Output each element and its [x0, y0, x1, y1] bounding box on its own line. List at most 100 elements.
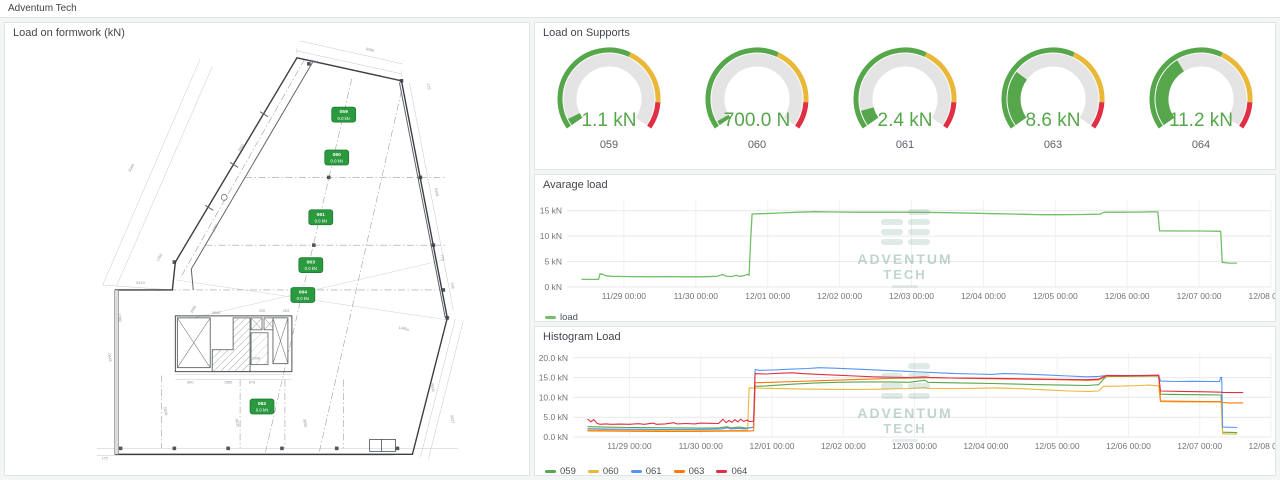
panel-average-load: Avarage load ADVENTUM TECH 0 kN 5 kN 10 kN… — [534, 174, 1276, 322]
dimension-label: 5040 — [128, 163, 136, 172]
grid-intersection-marker — [312, 243, 316, 247]
dimension-label: 5650 — [302, 419, 307, 428]
panel-load-on-supports: Load on Supports 1.1 kN 059 700.0 N 060 2.4 … — [534, 22, 1276, 170]
x-axis-tick-label: 11/29 00:00 — [607, 441, 652, 451]
load-marker-value: 0.0 kN — [256, 408, 268, 413]
plan-left-wall — [114, 289, 119, 455]
dimension-label: 7800 — [237, 143, 245, 152]
dimension-label: 545 — [450, 282, 455, 289]
legend-item-load[interactable]: load — [545, 311, 578, 322]
plan-dimension-labels: 2590 9086 275 5409 775 545 7800 5040 3050 1350 541… — [101, 47, 454, 460]
gauge-label: 060 — [747, 139, 767, 151]
gauge-value-text: 700.0 N — [724, 110, 791, 131]
plan-grid-lines — [115, 58, 448, 455]
legend-item-059[interactable]: 059 — [545, 466, 576, 475]
dimension-label: 2590 — [310, 59, 319, 65]
gauge-arc: 11.2 kN — [1149, 47, 1253, 131]
average-load-chart: 0 kN 5 kN 10 kN 15 kN 11/29 00:00 11/30 00:00… — [540, 201, 1276, 301]
dimension-label: 775 — [440, 254, 445, 261]
legend-item-061[interactable]: 061 — [630, 466, 662, 475]
load-marker-value: 0.0 kN — [315, 218, 327, 223]
y-axis-tick-label: 15 kN — [540, 206, 562, 216]
legend-item-064[interactable]: 064 — [716, 466, 747, 475]
dimension-label: 8500 — [430, 383, 435, 392]
dashboard-title: Adventum Tech — [8, 3, 77, 14]
panel-title[interactable]: Avarage load — [543, 179, 608, 191]
gauge-arc: 2.4 kN — [853, 47, 957, 131]
dimension-label: 200 — [259, 309, 265, 313]
average-load-legend: load — [535, 311, 1275, 322]
load-marker-id: 062 — [258, 401, 267, 407]
gauge-059: 1.1 kN 059 — [535, 43, 683, 169]
grid-intersection-marker — [226, 446, 230, 451]
load-marker-id: 060 — [333, 152, 342, 158]
y-axis-tick-label: 5.0 kN — [543, 412, 568, 422]
series-line-load — [581, 211, 1238, 281]
gauge-arc: 700.0 N — [705, 47, 809, 131]
gauge-arc: 1.1 kN — [557, 47, 661, 131]
histogram-load-legend: 059 060 061 063 064 — [535, 465, 1275, 476]
grid-intersection-marker — [307, 62, 311, 66]
y-axis-tick-label: 10 kN — [540, 231, 562, 241]
gauge-arc: 8.6 kN — [1001, 47, 1105, 131]
legend-item-060[interactable]: 060 — [587, 465, 619, 476]
plan-dimension-lines — [96, 40, 464, 460]
x-axis-tick-label: 12/02 00:00 — [817, 291, 862, 301]
legend-label: 060 — [602, 465, 619, 476]
series-line-064 — [587, 372, 1244, 425]
load-marker-box[interactable] — [298, 257, 324, 273]
grid-intersection-marker — [395, 446, 400, 451]
gauge-value-arc — [568, 113, 583, 126]
dimension-label: 5409 — [434, 188, 439, 197]
panel-title[interactable]: Load on Supports — [543, 27, 630, 39]
x-axis-tick-label: 12/06 00:00 — [1105, 291, 1150, 301]
plan-core — [174, 315, 293, 373]
x-axis-tick-label: 12/01 00:00 — [745, 291, 790, 301]
x-axis-tick-label: 11/30 00:00 — [679, 441, 724, 451]
y-axis-tick-label: 10.0 kN — [539, 392, 568, 402]
legend-swatch-icon — [545, 315, 556, 319]
floor-plan-drawing: 2590 9086 275 5409 775 545 7800 5040 3050 1350 541… — [96, 40, 464, 460]
gauge-064: 11.2 kN 064 — [1127, 43, 1275, 169]
legend-item-063[interactable]: 063 — [673, 465, 705, 476]
series-line-059 — [587, 375, 1238, 434]
x-axis-tick-label: 12/07 00:00 — [1177, 291, 1222, 301]
dimension-label: 263 — [283, 309, 289, 313]
x-axis-tick-label: 12/02 00:00 — [821, 441, 866, 451]
x-axis-tick-label: 12/04 00:00 — [963, 441, 1008, 451]
legend-swatch-icon — [587, 469, 599, 473]
panel-title[interactable]: Histogram Load — [543, 331, 621, 343]
dimension-label: 660 — [187, 381, 193, 385]
y-axis-tick-label: 15.0 kN — [539, 373, 568, 383]
x-axis-tick-label: 12/08 00:00 — [1249, 291, 1276, 301]
dimension-label: 1585 — [224, 381, 232, 385]
dimension-label: 0443 — [107, 353, 112, 362]
plan-bottom-right-detail — [369, 439, 396, 452]
plan-outline — [114, 57, 449, 456]
panel-title[interactable]: Load on formwork (kN) — [13, 27, 125, 39]
legend-label: 063 — [688, 465, 705, 476]
x-axis-tick-label: 12/06 00:00 — [1106, 441, 1151, 451]
grid-intersection-marker — [172, 446, 177, 451]
grid-intersection-marker — [280, 446, 284, 451]
legend-swatch-icon — [545, 469, 556, 473]
gauge-value-text: 1.1 kN — [582, 110, 637, 131]
gauge-060: 700.0 N 060 — [683, 43, 831, 169]
dimension-label: 1495a — [398, 326, 410, 332]
load-marker-box[interactable] — [308, 209, 334, 226]
dimension-label: 1360 — [117, 313, 122, 322]
load-marker-box[interactable] — [331, 106, 357, 123]
load-marker-box[interactable] — [249, 398, 275, 415]
load-marker-box[interactable] — [290, 287, 316, 303]
load-marker-box[interactable] — [324, 149, 350, 166]
load-marker-value: 0.0 kN — [305, 266, 317, 271]
legend-label: load — [560, 311, 578, 322]
